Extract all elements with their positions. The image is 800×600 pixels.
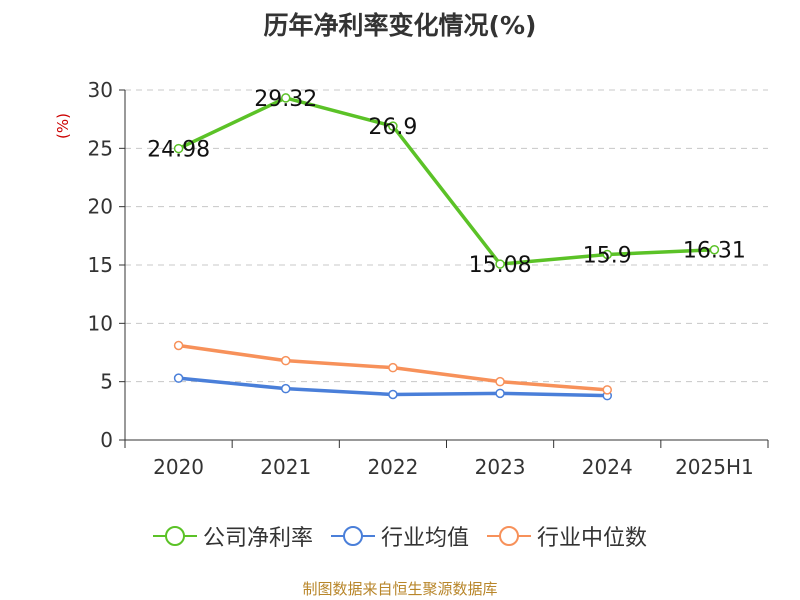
data-point [388,389,398,400]
legend-item[interactable]: 公司净利率 [152,520,313,552]
legend-label: 公司净利率 [202,526,313,551]
data-point [173,143,184,154]
legend-label: 行业均值 [380,526,469,551]
data-point [173,340,184,351]
y-tick-label: 20 [88,195,113,219]
chart-title: 历年净利率变化情况(%) [263,11,537,40]
x-tick-label: 2025H1 [675,455,754,479]
legend-item[interactable]: 行业均值 [330,520,469,552]
legend-marker-icon [152,526,197,546]
y-tick-label: 0 [100,428,113,452]
data-point [495,259,505,269]
data-point [602,249,612,260]
x-tick-label: 2021 [260,455,311,479]
data-point [281,93,291,103]
data-point [173,373,184,383]
x-tick-label: 2020 [153,455,204,479]
data-point [602,385,612,395]
legend-marker-icon [487,526,531,546]
legend: 公司净利率 行业均值 行业中位数 [0,520,800,552]
data-label: 26.9 [368,115,417,140]
data-point [388,362,398,373]
source-note: 制图数据来自恒生聚源数据库 [302,580,498,598]
data-label: 24.98 [147,138,210,163]
y-tick-label: 25 [88,136,113,160]
series-line [177,96,715,266]
y-axis-label: (%) [54,113,72,139]
data-label: 29.32 [254,87,317,112]
data-label: 15.08 [469,253,532,278]
x-tick-label: 2024 [582,455,633,479]
data-point [281,355,291,366]
data-point [495,388,505,399]
legend-label: 行业中位数 [537,526,648,551]
x-tick-label: 2023 [475,455,526,479]
data-label: 16.31 [683,239,746,264]
legend-marker-icon [330,526,375,546]
data-point [495,376,505,387]
y-tick-label: 10 [88,311,113,335]
data-point [709,244,720,255]
legend-item[interactable]: 行业中位数 [487,520,647,552]
y-tick-label: 5 [100,370,113,394]
data-point [281,383,291,394]
data-point [388,121,398,131]
y-tick-label: 30 [88,78,113,102]
x-tick-label: 2022 [367,455,418,479]
y-tick-label: 15 [88,253,113,277]
data-label: 15.9 [583,244,632,269]
